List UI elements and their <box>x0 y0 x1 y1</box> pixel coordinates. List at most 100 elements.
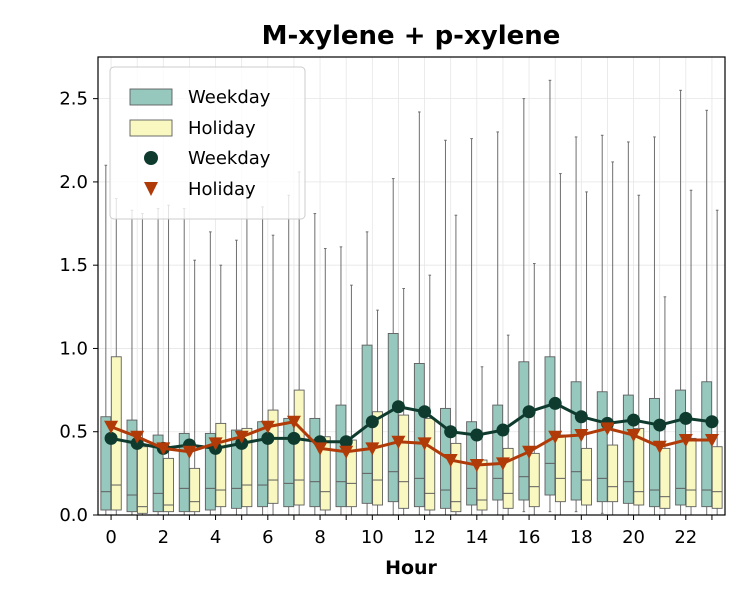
mean-point-weekday <box>470 428 484 442</box>
y-tick-label: 0.5 <box>59 422 88 443</box>
box-holiday <box>319 248 331 516</box>
mean-point-holiday <box>678 434 693 448</box>
box-iqr <box>544 356 556 496</box>
box-iqr <box>528 452 540 508</box>
mean-point-weekday <box>391 400 405 414</box>
box-iqr <box>413 362 425 508</box>
x-tick-label: 0 <box>105 527 116 548</box>
mean-point-holiday <box>130 430 145 444</box>
mean-point-holiday <box>548 430 563 444</box>
plot-frame <box>97 56 726 516</box>
box-iqr <box>492 404 504 501</box>
box-holiday <box>711 209 723 516</box>
x-tick-label: 18 <box>570 527 593 548</box>
mean-point-holiday <box>522 445 537 459</box>
box-holiday <box>241 184 253 516</box>
box-iqr <box>424 417 436 511</box>
box-iqr <box>241 427 253 508</box>
x-tick-label: 20 <box>622 527 645 548</box>
x-tick-label: 6 <box>262 527 273 548</box>
box-weekday <box>283 194 295 516</box>
mean-point-weekday <box>705 415 719 429</box>
mean-point-weekday <box>522 405 536 419</box>
box-holiday <box>189 259 201 516</box>
mean-point-holiday <box>234 430 249 444</box>
mean-point-weekday <box>365 415 379 429</box>
box-iqr <box>518 361 530 501</box>
mean-point-holiday <box>704 434 719 448</box>
box-iqr <box>554 434 566 503</box>
box-iqr <box>283 417 295 508</box>
y-tick-label: 0.0 <box>59 505 88 526</box>
box-holiday <box>110 198 122 516</box>
x-tick-label: 8 <box>314 527 325 548</box>
box-weekday <box>518 98 530 513</box>
box-weekday <box>126 209 138 516</box>
box-weekday <box>100 164 112 516</box>
mean-point-holiday <box>417 437 432 451</box>
legend-label: Weekday <box>188 148 271 169</box>
box-weekday <box>596 134 608 514</box>
mean-point-holiday <box>391 435 406 449</box>
box-iqr <box>502 447 514 509</box>
x-tick-label: 22 <box>674 527 697 548</box>
box-iqr <box>622 394 634 504</box>
box-iqr <box>398 414 410 509</box>
box-iqr <box>136 446 148 514</box>
mean-point-weekday <box>444 425 458 439</box>
mean-point-holiday <box>182 445 197 459</box>
mean-point-holiday <box>339 445 354 459</box>
box-holiday <box>424 274 436 516</box>
box-weekday <box>649 136 660 516</box>
mean-point-holiday <box>443 454 458 468</box>
box-iqr <box>372 411 383 506</box>
box-iqr <box>675 389 687 506</box>
box-iqr <box>607 444 619 503</box>
x-tick-label: 4 <box>210 527 221 548</box>
box-holiday <box>345 284 357 516</box>
box-iqr <box>711 446 723 509</box>
box-iqr <box>633 427 645 506</box>
mean-point-holiday <box>626 429 641 443</box>
box-weekday <box>309 213 321 516</box>
y-tick-label: 2.0 <box>59 172 88 193</box>
box-weekday <box>257 206 269 516</box>
mean-point-weekday <box>104 431 118 445</box>
box-weekday <box>466 138 478 516</box>
box-iqr <box>309 417 321 508</box>
box-iqr <box>659 447 671 509</box>
x-tick-label: 16 <box>518 527 541 548</box>
mean-point-holiday <box>365 442 380 456</box>
y-tick-label: 2.5 <box>59 89 88 110</box>
chart-title: M-xylene + p-xylene <box>262 21 561 51</box>
box-weekday <box>152 208 164 516</box>
y-tick-label: 1.5 <box>59 255 88 276</box>
mean-point-weekday <box>679 411 693 425</box>
box-iqr <box>685 437 697 508</box>
box-holiday <box>398 287 410 516</box>
mean-point-weekday <box>653 418 667 432</box>
box-iqr <box>450 442 462 513</box>
box-iqr <box>267 409 279 504</box>
mean-point-holiday <box>469 459 484 473</box>
mean-point-holiday <box>574 429 589 443</box>
box-iqr <box>701 381 713 508</box>
legend-swatch <box>129 88 173 106</box>
box-holiday <box>659 296 671 516</box>
legend-marker <box>144 151 158 165</box>
box-weekday <box>701 109 713 516</box>
box-weekday <box>675 89 687 516</box>
x-tick-label: 14 <box>465 527 488 548</box>
box-holiday <box>267 234 279 516</box>
mean-point-holiday <box>104 420 119 434</box>
x-tick-label: 2 <box>158 527 169 548</box>
box-holiday <box>633 194 645 516</box>
box-iqr <box>215 422 227 508</box>
box-weekday <box>361 231 373 516</box>
mean-point-holiday <box>600 422 615 436</box>
box-weekday <box>544 79 556 513</box>
box-holiday <box>554 173 566 516</box>
box-holiday <box>528 263 540 516</box>
mean-point-holiday <box>495 457 510 471</box>
box-weekday <box>178 208 190 516</box>
